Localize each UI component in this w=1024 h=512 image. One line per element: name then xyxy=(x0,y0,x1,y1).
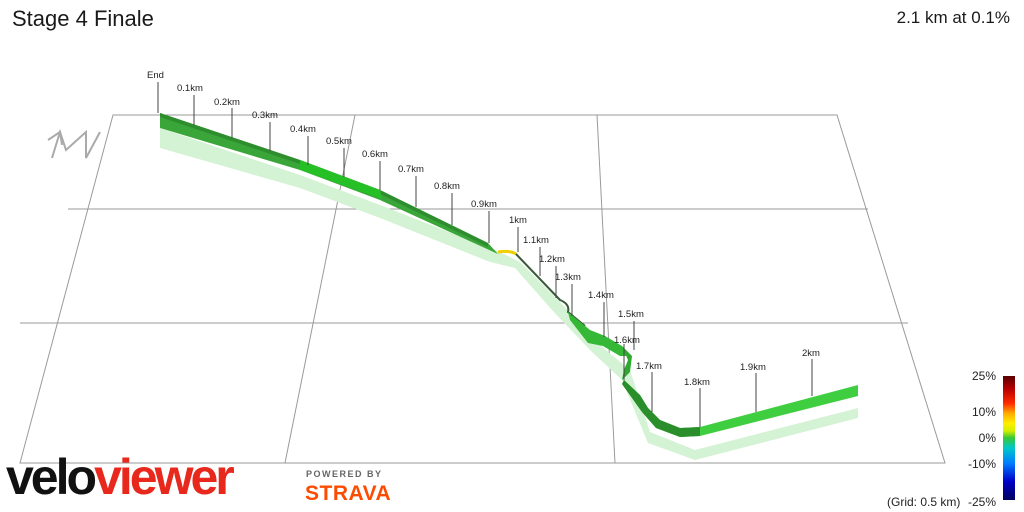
marker-label: 1.7km xyxy=(636,361,662,372)
strava-logo[interactable]: STRAVA xyxy=(305,482,392,505)
route-shadow xyxy=(160,128,858,460)
page-title: Stage 4 Finale xyxy=(12,6,154,31)
marker-label: 1.8km xyxy=(684,377,710,388)
route-descent xyxy=(515,253,586,327)
route-segment-upper xyxy=(160,113,498,254)
marker-label: 0.3km xyxy=(252,110,278,121)
marker-label: 0.6km xyxy=(362,149,388,160)
marker-label: 1.4km xyxy=(588,290,614,301)
marker-label: 0.1km xyxy=(177,83,203,94)
marker-label: 0.9km xyxy=(471,199,497,210)
segment-summary: 2.1 km at 0.1% xyxy=(896,8,1010,27)
marker-label: 0.8km xyxy=(434,181,460,192)
grid-outline xyxy=(19,114,946,464)
marker-label: 0.5km xyxy=(326,136,352,147)
marker-label: 1.2km xyxy=(539,254,565,265)
distance-labels: End 0.1km 0.2km 0.3km 0.4km 0.5km 0.6km … xyxy=(147,70,820,388)
legend-label-10: 10% xyxy=(971,405,996,419)
marker-label: End xyxy=(147,70,164,81)
legend-label-0: 0% xyxy=(978,431,996,445)
marker-label: 1km xyxy=(509,215,527,226)
ground-grid xyxy=(19,114,946,464)
grid-scale-note: (Grid: 0.5 km) xyxy=(887,495,961,509)
north-arrow-icon xyxy=(47,128,101,159)
grid-line-v1 xyxy=(284,114,356,464)
marker-label: 1.3km xyxy=(555,272,581,283)
route-flat-section xyxy=(497,249,517,256)
legend-label-minus10: -10% xyxy=(967,457,996,471)
route-segment-mid xyxy=(568,312,628,356)
logo-viewer: viewer xyxy=(94,449,235,505)
logo-velo: velo xyxy=(6,449,97,505)
marker-label: 0.4km xyxy=(290,124,316,135)
grid-line-v2 xyxy=(596,114,616,464)
distance-markers xyxy=(157,82,813,427)
route-ribbon xyxy=(160,113,858,437)
marker-label: 1.6km xyxy=(614,335,640,346)
marker-label: 1.1km xyxy=(523,235,549,246)
marker-label: 2km xyxy=(802,348,820,359)
veloviewer-logo[interactable]: veloviewer xyxy=(6,449,235,505)
powered-by-label: POWERED BY xyxy=(306,469,383,479)
legend-label-25: 25% xyxy=(971,369,996,383)
marker-label: 0.7km xyxy=(398,164,424,175)
route-segment-lower xyxy=(622,380,858,437)
legend-label-minus25: -25% xyxy=(967,495,996,509)
marker-label: 1.5km xyxy=(618,309,644,320)
marker-label: 1.9km xyxy=(740,362,766,373)
gradient-color-scale xyxy=(1003,376,1015,500)
marker-label: 0.2km xyxy=(214,97,240,108)
